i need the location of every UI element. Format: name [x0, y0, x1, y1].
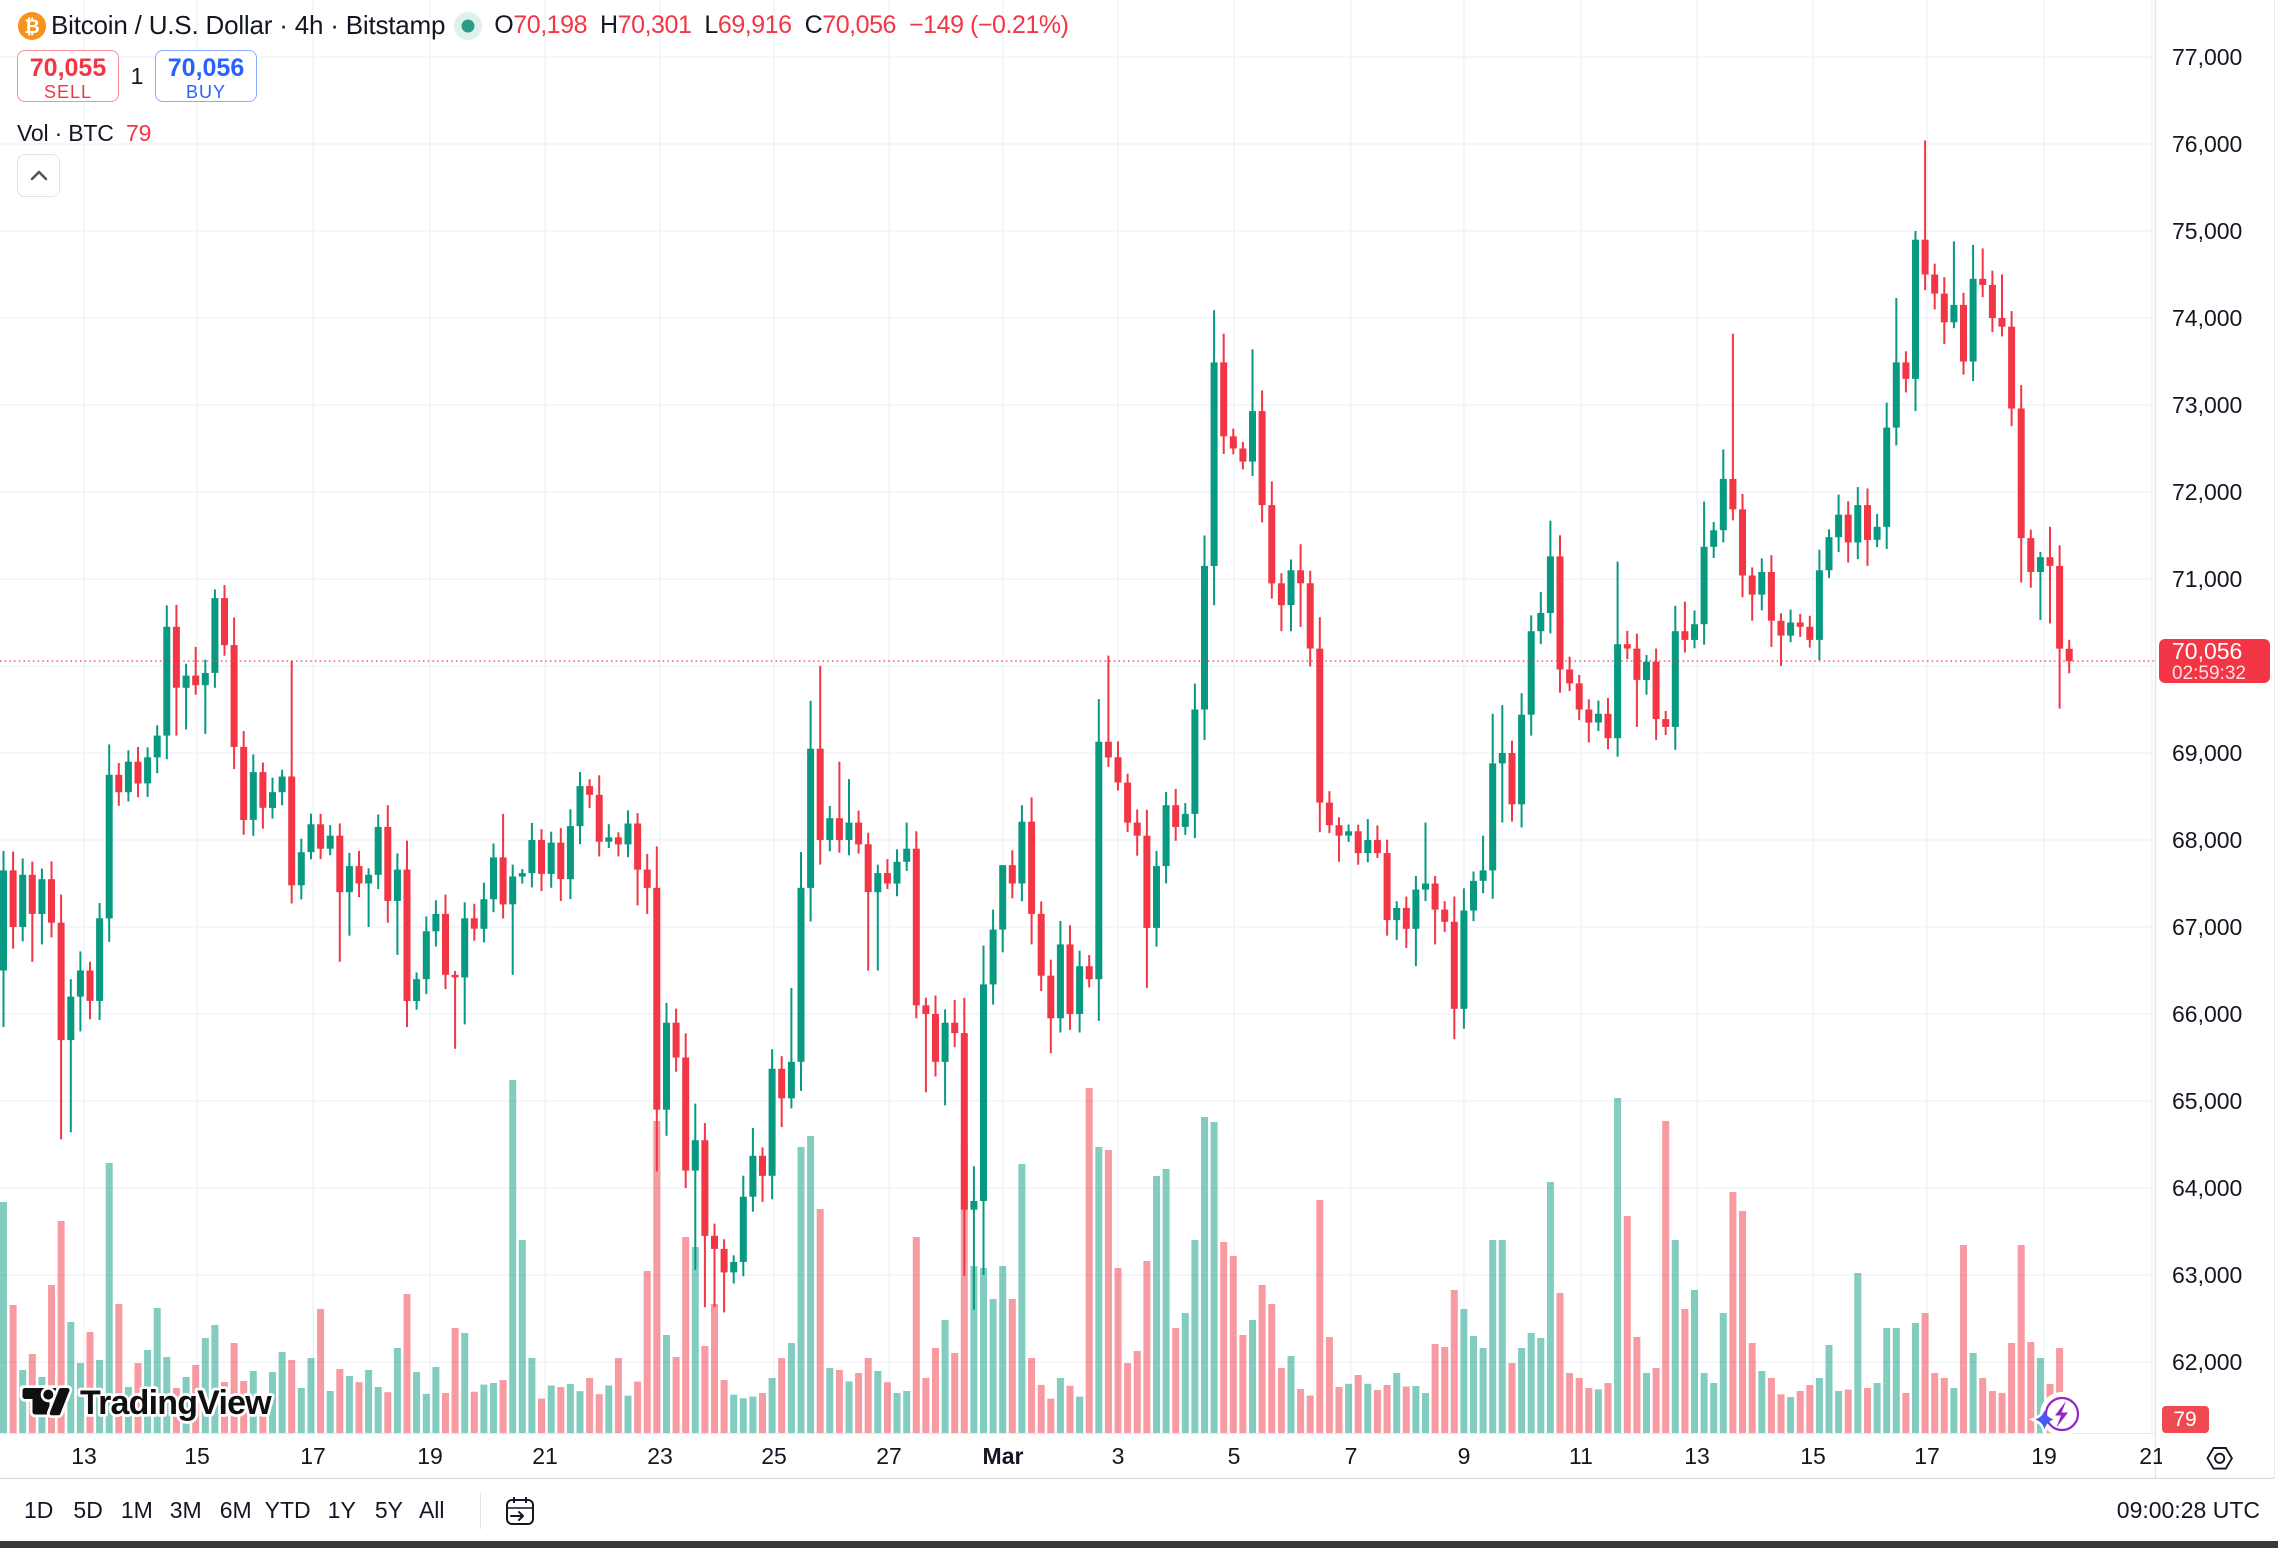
- svg-text:9: 9: [1458, 1443, 1471, 1469]
- svg-text:TradingView: TradingView: [80, 1384, 272, 1422]
- svg-text:19: 19: [417, 1443, 443, 1469]
- svg-text:71,000: 71,000: [2172, 566, 2242, 592]
- svg-text:73,000: 73,000: [2172, 392, 2242, 418]
- svg-text:11: 11: [1569, 1443, 1593, 1469]
- svg-text:3: 3: [1112, 1443, 1125, 1469]
- svg-text:7: 7: [1345, 1443, 1358, 1469]
- svg-text:17: 17: [300, 1443, 326, 1469]
- svg-text:25: 25: [761, 1443, 787, 1469]
- svg-text:17: 17: [1914, 1443, 1940, 1469]
- svg-text:5: 5: [1228, 1443, 1241, 1469]
- svg-text:64,000: 64,000: [2172, 1175, 2242, 1201]
- svg-text:66,000: 66,000: [2172, 1001, 2242, 1027]
- svg-text:79: 79: [2173, 1408, 2196, 1431]
- svg-text:77,000: 77,000: [2172, 44, 2242, 70]
- svg-text:76,000: 76,000: [2172, 131, 2242, 157]
- svg-text:Mar: Mar: [983, 1443, 1024, 1469]
- svg-text:69,000: 69,000: [2172, 740, 2242, 766]
- svg-text:74,000: 74,000: [2172, 305, 2242, 331]
- svg-text:₿: ₿: [24, 17, 39, 38]
- svg-text:68,000: 68,000: [2172, 827, 2242, 853]
- svg-text:63,000: 63,000: [2172, 1262, 2242, 1288]
- svg-text:72,000: 72,000: [2172, 479, 2242, 505]
- svg-text:13: 13: [1684, 1443, 1710, 1469]
- svg-text:13: 13: [71, 1443, 97, 1469]
- svg-text:75,000: 75,000: [2172, 218, 2242, 244]
- svg-text:27: 27: [876, 1443, 902, 1469]
- svg-text:65,000: 65,000: [2172, 1088, 2242, 1114]
- svg-text:23: 23: [647, 1443, 673, 1469]
- svg-text:15: 15: [1800, 1443, 1826, 1469]
- svg-text:62,000: 62,000: [2172, 1349, 2242, 1375]
- svg-text:70,056: 70,056: [2172, 638, 2242, 664]
- svg-text:21: 21: [2139, 1443, 2165, 1469]
- svg-text:67,000: 67,000: [2172, 914, 2242, 940]
- svg-text:02:59:32: 02:59:32: [2172, 663, 2246, 684]
- svg-text:19: 19: [2031, 1443, 2057, 1469]
- svg-text:15: 15: [184, 1443, 210, 1469]
- svg-text:21: 21: [532, 1443, 558, 1469]
